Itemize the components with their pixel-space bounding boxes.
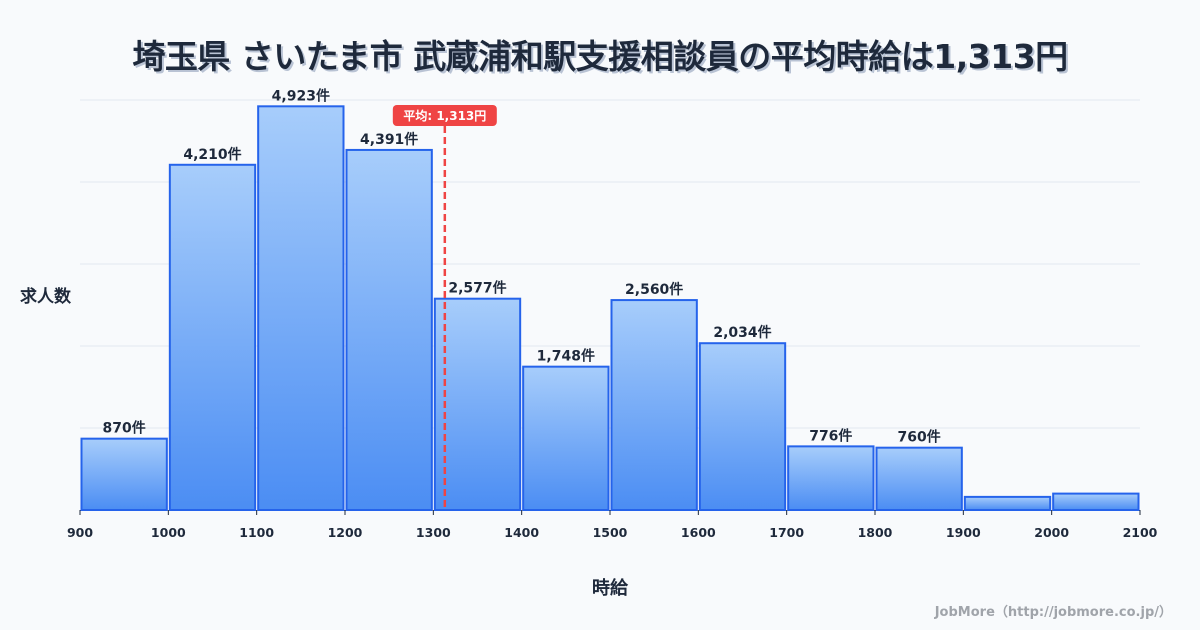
x-tick-label: 1100	[239, 525, 274, 540]
chart-title: 埼玉県 さいたま市 武蔵浦和駅支援相談員の平均時給は1,313円	[132, 37, 1068, 76]
average-badge	[392, 105, 497, 126]
source-credit: JobMore（http://jobmore.co.jp/）	[934, 605, 1172, 620]
average-marker: 平均: 1,313円	[392, 105, 497, 510]
bar-value-label: 870件	[103, 420, 146, 437]
histogram-bar[interactable]	[522, 365, 610, 511]
histogram-bar[interactable]	[168, 163, 257, 511]
bar-value-label: 1,748件	[537, 348, 595, 365]
bar-value-label: 2,034件	[713, 324, 771, 341]
x-tick-label: 2000	[1034, 525, 1069, 540]
x-axis-label: 時給	[592, 578, 628, 599]
x-tick-label: 1200	[328, 525, 363, 540]
x-tick-label: 2100	[1123, 525, 1158, 540]
x-tick-label: 1700	[769, 525, 804, 540]
x-axis: 900 1000 1100 1200 1300 1400 1500 1600 1700 1800 1…	[67, 510, 1158, 540]
x-tick-label: 1400	[504, 525, 539, 540]
y-axis-label: 求人数	[20, 287, 71, 307]
histogram-bar[interactable]	[345, 148, 433, 512]
x-tick-label: 1900	[946, 525, 981, 540]
bar-value-label: 776件	[809, 427, 852, 444]
x-tick-label: 1800	[858, 525, 893, 540]
histogram-bar[interactable]	[1052, 492, 1140, 512]
average-label: 平均: 1,313円	[403, 108, 486, 123]
bar-value-label: 2,577件	[448, 280, 506, 297]
bar-value-label: 4,391件	[360, 131, 418, 148]
histogram-bar[interactable]	[610, 299, 698, 511]
bar-value-label: 760件	[898, 429, 941, 446]
histogram-bar[interactable]	[257, 105, 345, 512]
x-tick-label: 1500	[593, 525, 628, 540]
bar-value-label: 4,210件	[183, 146, 241, 163]
histogram-bar[interactable]	[433, 297, 522, 511]
x-tick-label: 1000	[151, 525, 186, 540]
histogram-bar[interactable]	[787, 445, 875, 512]
x-tick-label: 1300	[416, 525, 451, 540]
bar-value-label: 2,560件	[625, 281, 683, 298]
bar-value-label: 4,923件	[272, 87, 330, 104]
histogram-bar[interactable]	[875, 446, 963, 511]
bars: 870件 4,210件 4,923件 4,391件 2,577件 1,748件 2,560件…	[80, 87, 1140, 512]
x-tick-label: 900	[67, 525, 93, 540]
histogram-bar[interactable]	[80, 437, 168, 511]
histogram-bar[interactable]	[963, 495, 1052, 512]
gridlines	[80, 99, 1140, 429]
histogram-bar[interactable]	[698, 342, 787, 511]
x-tick-label: 1600	[681, 525, 716, 540]
